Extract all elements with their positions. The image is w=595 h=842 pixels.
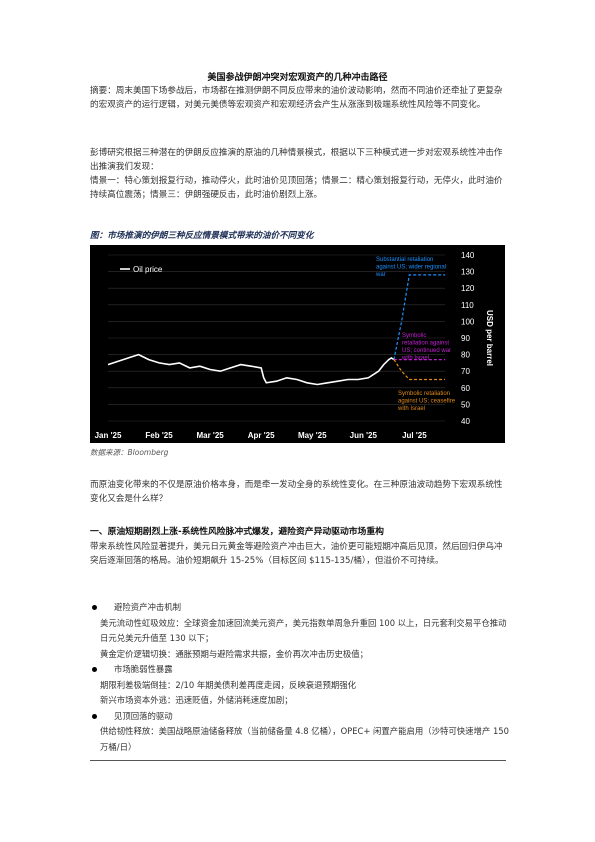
annotation-line: against US; ceasefire [398,399,456,405]
annotation-line: retaliation against [402,341,449,347]
bullet-sub: 供给韧性释放：美国战略原油储备释放（当前储备量 4.8 亿桶），OPEC+ 闲置… [100,726,509,752]
legend-label: Oil price [133,265,163,274]
annotation-line: with Israel [401,356,429,362]
y-tick-label: 90 [461,334,470,343]
scenario-line [393,359,445,381]
scenario-annotation: Symbolic retaliation against US; continued… [401,333,451,362]
bullet-list: 避险资产冲击机制 美元流动性虹吸效应：全球资金加速回流美元资产，美元指数单周急升… [90,600,510,755]
y-tick-label: 40 [461,417,470,426]
bullet-head: 避险资产冲击机制 [114,602,181,612]
intro-paragraph: 彭博研究根据三种潜在的伊朗反应推演的原油的几种情景模式，根据以下三种模式进一步对… [90,146,510,202]
scenario-annotation: Substantial retaliation against US; wider… [375,257,446,278]
chart-svg: 40 50 60 70 80 90 100 110 120 130 140 Jan '25 Feb '2… [95,251,494,440]
x-tick-label: Mar '25 [196,431,224,440]
bullet-item: 见顶回落的驱动 [90,709,510,725]
y-tick-label: 80 [461,351,470,360]
oil-price-line [107,353,395,386]
bullet-dot-icon [92,713,97,719]
annotation-line: with Israel [397,406,425,412]
bullet-sub: 新兴市场资本外逃：迅速贬值，外储消耗速度加剧； [100,695,293,705]
scenario-annotation: Symbolic retaliation against US; ceasefir… [397,391,456,412]
figure-caption: 图：市场推演的伊朗三种反应情景模式带来的油价不同变化 [90,231,314,241]
x-tick-label: Jan '25 [95,431,122,440]
bullet-sub: 黄金定价逻辑切换：通胀预期与避险需求共振，金价再次冲击历史极值； [100,648,368,659]
section-paragraph: 带来系统性风险显著提升，美元日元黄金等避险资产冲击巨大，油价更可能短期冲高后见顶… [90,542,503,566]
x-tick-label: Apr '25 [248,431,275,440]
y-tick-label: 140 [461,251,475,260]
x-tick-label: Feb '25 [145,431,173,440]
bullet-item: 市场脆弱性暴露 [90,662,510,678]
annotation-line: Symbolic retaliation [398,391,450,397]
source-note: 数据来源：Bloomberg [90,448,169,457]
y-tick-label: 70 [461,367,470,376]
y-tick-label: 50 [461,400,470,409]
annotation-line: Substantial retaliation [376,257,433,263]
bullet-dot-icon [92,667,97,672]
scenarios-text: 情景一：特心策划报复行动，推动停火，此时油价见顶回落；情景二：精心策划报复行动，… [90,176,503,200]
oil-price-chart: 40 50 60 70 80 90 100 110 120 130 140 Jan '25 Feb '2… [90,245,505,443]
bullet-sub: 期限利差极端倒挂：2/10 年期美债利差再度走阔，反映衰退预期强化 [100,679,356,690]
bullet-item: 避险资产冲击机制 [90,600,510,616]
y-tick-label: 120 [461,284,475,293]
divider [90,760,506,761]
abstract-paragraph: 摘要：周末美国下场参战后，市场都在推测伊朗不同反应带来的油价波动影响，然而不同油… [90,86,503,110]
bullet-head: 市场脆弱性暴露 [114,664,173,674]
section-heading: 一、原油短期剧烈上涨-系统性风险脉冲式爆发，避险资产异动驱动市场重构 [90,527,384,537]
annotation-line: US; continued war [402,348,451,354]
y-tick-label: 60 [461,384,470,393]
annotation-line: against US; wider regional [376,265,446,271]
annotation-line: war [375,272,386,278]
y-tick-label: 130 [461,268,475,277]
after-paragraph: 而原油变化带来的不仅是原油价格本身，而是牵一发动全身的系统性变化。在三种原油波动… [90,480,503,504]
intro-text: 彭博研究根据三种潜在的伊朗反应推演的原油的几种情景模式，根据以下三种模式进一步对… [90,148,503,172]
doc-title: 美国参战伊朗冲突对宏观资产的几种冲击路径 [207,73,388,83]
bullet-sub: 美元流动性虹吸效应：全球资金加速回流美元资产，美元指数单周急升重回 100 以上… [100,617,507,644]
bullet-dot-icon [92,605,97,610]
y-tick-label: 100 [461,317,475,326]
bullet-head: 见顶回落的驱动 [114,710,173,721]
y-axis-label: USD per barrel [485,310,494,366]
x-tick-label: May '25 [298,431,327,440]
y-tick-label: 110 [461,301,474,310]
x-tick-label: Jul '25 [402,431,427,440]
annotation-line: Symbolic [402,333,426,339]
x-tick-label: Jun '25 [350,431,378,440]
scenario-line [393,274,445,360]
